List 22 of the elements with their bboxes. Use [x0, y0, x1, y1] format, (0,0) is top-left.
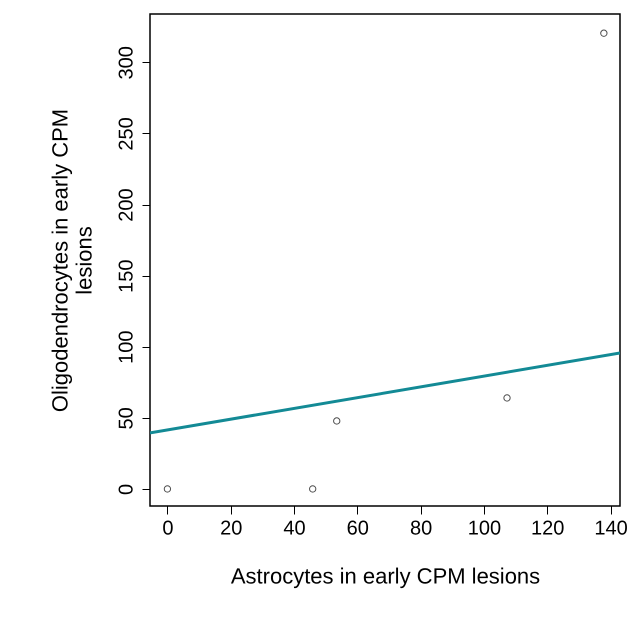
- y-tick-label: 200: [116, 188, 138, 222]
- y-axis-title: Oligodendrocytes in early CPM lesions: [48, 108, 96, 412]
- point: [503, 394, 511, 402]
- x-tick-label: 120: [531, 518, 564, 540]
- point: [333, 417, 340, 425]
- point: [600, 30, 608, 37]
- x-tick-label: 80: [410, 518, 432, 540]
- x-tick-label: 20: [220, 518, 242, 540]
- x-tick-label: 0: [162, 518, 174, 540]
- x-tick-label: 60: [346, 518, 369, 540]
- y-tick-label: 0: [116, 484, 138, 495]
- x-tick-label: 40: [283, 518, 306, 540]
- y-tick-label: 250: [116, 117, 138, 151]
- point: [309, 485, 316, 493]
- x-tick-label: 140: [594, 518, 628, 540]
- y-tick-label: 300: [116, 46, 138, 80]
- point: [164, 485, 172, 493]
- x-axis-title: Astrocytes in early CPM lesions: [230, 564, 540, 588]
- y-tick-label: 50: [116, 407, 138, 430]
- y-tick-label: 150: [116, 259, 138, 293]
- y-tick-label: 100: [116, 330, 138, 364]
- x-tick-label: 100: [468, 518, 502, 540]
